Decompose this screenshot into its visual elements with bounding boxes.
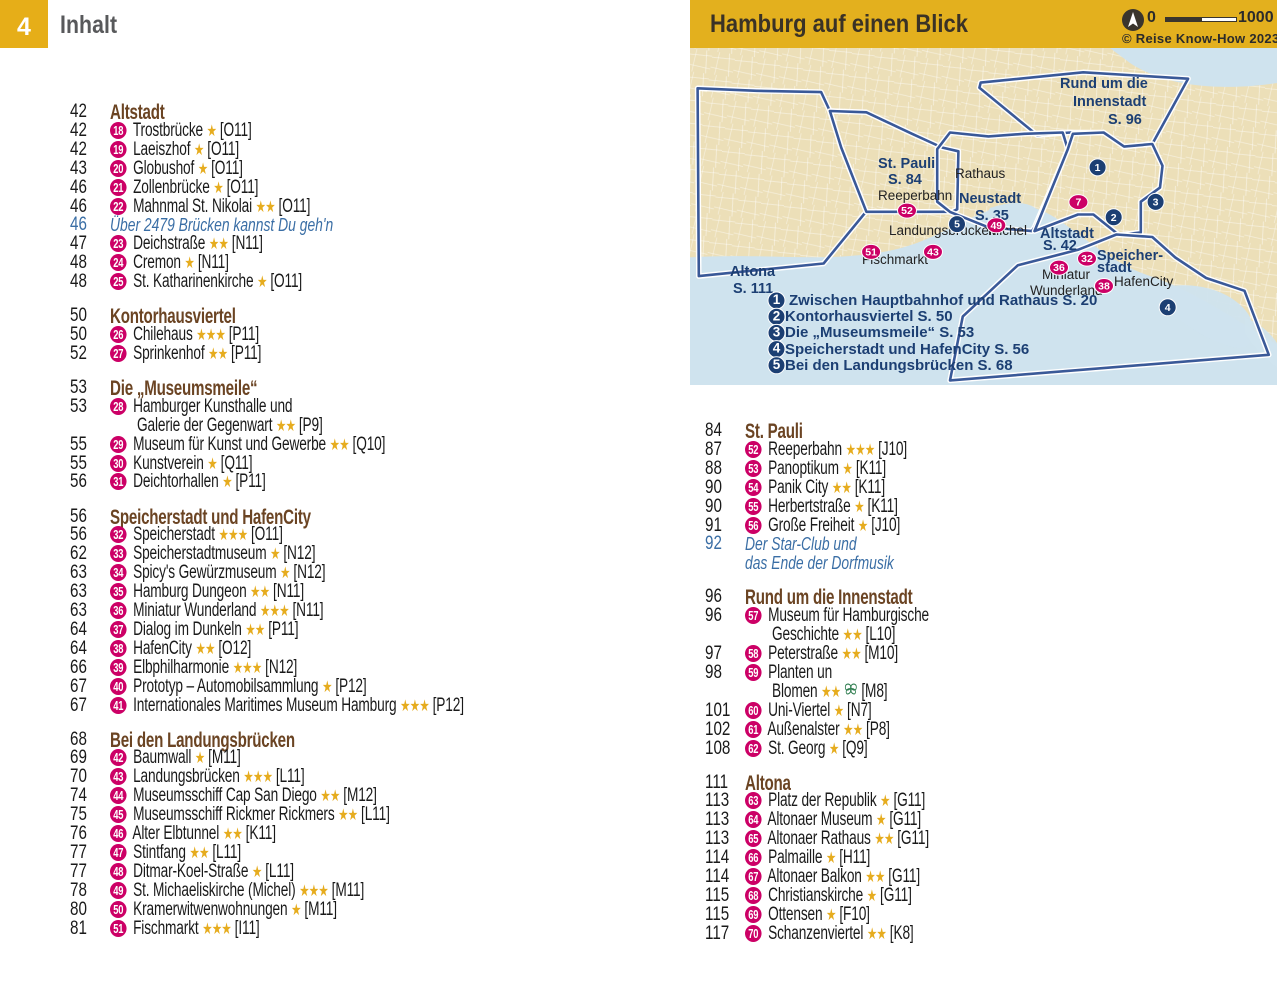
svg-text:S. 111: S. 111 [733, 281, 773, 297]
svg-text:43: 43 [927, 247, 939, 259]
svg-text:Rathaus: Rathaus [955, 166, 1006, 181]
svg-text:HafenCity: HafenCity [1114, 274, 1174, 289]
svg-text:Kontorhausviertel S. 50: Kontorhausviertel S. 50 [785, 308, 953, 325]
svg-text:32: 32 [1081, 253, 1093, 265]
svg-text:Reeperbahn: Reeperbahn [878, 188, 952, 203]
svg-text:Innenstadt: Innenstadt [1073, 94, 1146, 110]
svg-text:5: 5 [773, 357, 781, 372]
svg-text:S. 84: S. 84 [888, 172, 922, 188]
svg-text:36: 36 [1053, 262, 1065, 274]
svg-text:49: 49 [990, 220, 1002, 232]
svg-text:2: 2 [1111, 212, 1117, 224]
svg-text:1: 1 [773, 292, 781, 307]
svg-text:Neustadt: Neustadt [959, 191, 1021, 207]
svg-text:4: 4 [1165, 302, 1171, 314]
svg-text:1: 1 [1095, 162, 1101, 174]
svg-text:St. Pauli: St. Pauli [878, 156, 935, 172]
svg-text:S. 42: S. 42 [1043, 238, 1077, 254]
svg-text:Die „Museumsmeile“ S. 53: Die „Museumsmeile“ S. 53 [785, 324, 974, 341]
svg-text:Landungsbrücken: Landungsbrücken [889, 223, 996, 238]
svg-text:5: 5 [954, 219, 960, 231]
svg-text:2: 2 [773, 308, 781, 323]
svg-text:Speicherstadt und HafenCity S: Speicherstadt und HafenCity S. 56 [785, 341, 1029, 358]
svg-text:Zwischen Hauptbahnhof und Rath: Zwischen Hauptbahnhof und Rathaus S. 20 [789, 292, 1097, 309]
svg-text:52: 52 [901, 205, 913, 217]
svg-text:S. 96: S. 96 [1108, 112, 1142, 128]
svg-text:Rund um die: Rund um die [1060, 76, 1148, 92]
svg-text:Altona: Altona [730, 264, 776, 280]
svg-text:Bei den Landungsbrücken S. 68: Bei den Landungsbrücken S. 68 [785, 357, 1013, 374]
svg-text:51: 51 [865, 247, 877, 259]
svg-text:38: 38 [1098, 281, 1110, 293]
svg-text:3: 3 [1153, 197, 1159, 209]
svg-text:3: 3 [773, 325, 781, 340]
svg-text:4: 4 [773, 341, 781, 356]
svg-text:7: 7 [1075, 197, 1081, 209]
